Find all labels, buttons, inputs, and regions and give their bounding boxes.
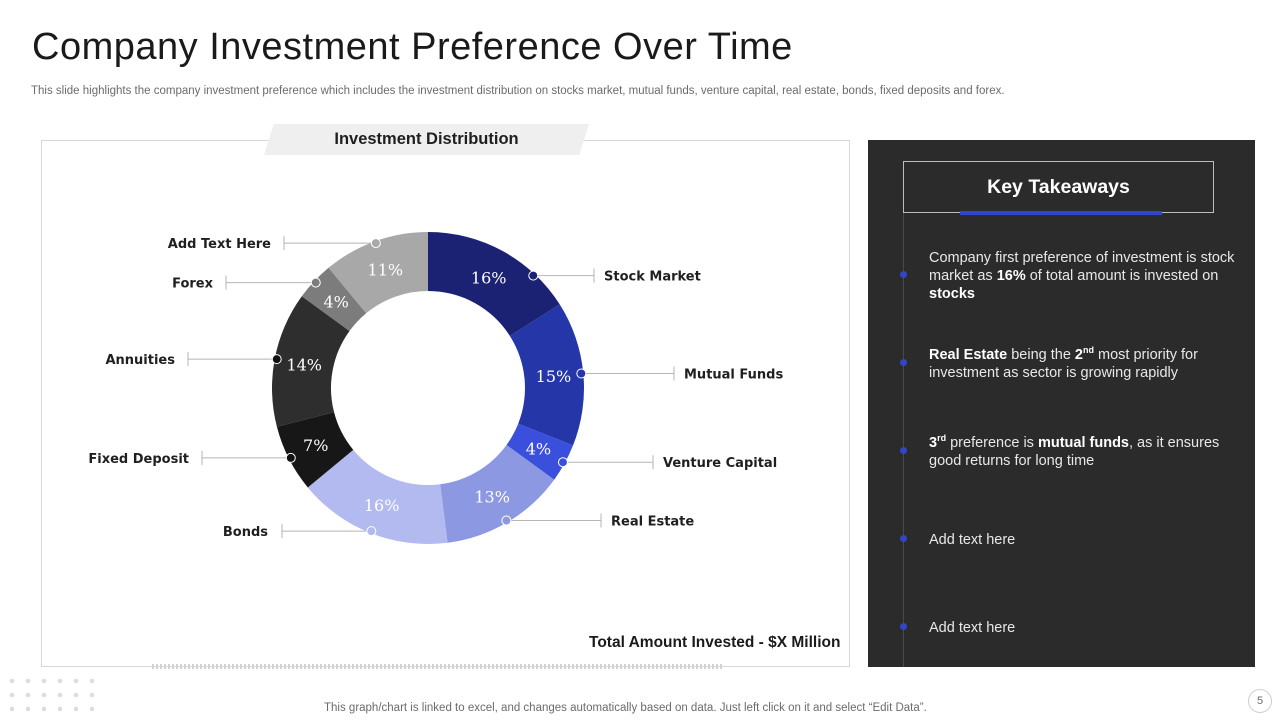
timeline-line: [903, 213, 904, 667]
leader-dot: [528, 270, 539, 281]
key-takeaways-underline: [960, 211, 1162, 215]
slice-value-label: 13%: [474, 487, 510, 506]
donut-slice[interactable]: [506, 423, 574, 480]
leader-dot: [285, 452, 296, 463]
leader-dot: [576, 368, 587, 379]
donut-slice[interactable]: [509, 304, 584, 446]
takeaway-item-4[interactable]: Add text here: [929, 532, 1016, 548]
timeline-dot: [900, 535, 907, 542]
leader-dot: [501, 515, 512, 526]
leader-dot: [271, 354, 282, 365]
key-takeaways-header: Key Takeaways: [903, 161, 1214, 213]
slice-category-label: Real Estate: [611, 515, 694, 530]
takeaway-item-3: 3rd preference is mutual funds, as it en…: [929, 433, 1220, 469]
decorative-hatch: [152, 664, 722, 669]
takeaway-item-2: Real Estate being the 2nd most priority …: [929, 345, 1198, 381]
slice-value-label: 14%: [286, 355, 322, 374]
takeaway-item-5[interactable]: Add text here: [929, 620, 1016, 636]
slice-category-label: Annuities: [105, 353, 175, 368]
decorative-dots: [4, 674, 94, 718]
slice-value-label: 7%: [303, 436, 328, 455]
page-subtitle: This slide highlights the company invest…: [31, 85, 1005, 97]
timeline-dot: [900, 447, 907, 454]
slice-category-label: Venture Capital: [663, 456, 777, 471]
donut-slice[interactable]: [428, 232, 560, 337]
slice-category-label: Stock Market: [604, 270, 701, 285]
donut-slice[interactable]: [440, 445, 555, 543]
page-number: 5: [1248, 689, 1272, 713]
slice-category-label: Fixed Deposit: [88, 452, 189, 467]
key-takeaways-panel: Key Takeaways Company first preference o…: [868, 140, 1255, 667]
donut-slice[interactable]: [328, 232, 428, 314]
slice-category-label: Bonds: [223, 525, 268, 540]
timeline-dot: [900, 271, 907, 278]
leader-dot: [370, 238, 381, 249]
chart-panel: 16% Stock Market 15% Mutual Funds 4% Venture …: [41, 140, 850, 667]
donut-slice[interactable]: [272, 296, 350, 427]
donut-chart[interactable]: 16% Stock Market 15% Mutual Funds 4% Venture …: [42, 141, 851, 668]
total-amount-label: Total Amount Invested - $X Million: [589, 634, 841, 651]
leader-dot: [366, 526, 377, 537]
timeline-dot: [900, 359, 907, 366]
footer-note: This graph/chart is linked to excel, and…: [324, 702, 927, 714]
key-takeaways-title: Key Takeaways: [987, 175, 1130, 198]
takeaway-item-1: Company first preference of investment i…: [929, 250, 1235, 302]
page-title: Company Investment Preference Over Time: [32, 26, 793, 68]
chart-title-banner: Investment Distribution: [264, 124, 589, 155]
slice-category-label: Mutual Funds: [684, 368, 783, 383]
slice-category-label: Forex: [172, 277, 214, 292]
slice-value-label: 15%: [536, 367, 572, 386]
slice-value-label: 4%: [526, 440, 551, 459]
slice-value-label: 16%: [471, 269, 507, 288]
timeline-dot: [900, 623, 907, 630]
leader-dot: [557, 457, 568, 468]
slice-value-label: 16%: [364, 496, 400, 515]
chart-title: Investment Distribution: [334, 130, 519, 148]
donut-slice[interactable]: [276, 412, 354, 488]
donut-slice[interactable]: [307, 449, 448, 544]
slice-category-label: Add Text Here: [168, 237, 271, 252]
leader-dot: [310, 277, 321, 288]
slice-value-label: 4%: [323, 293, 348, 312]
slice-value-label: 11%: [368, 260, 404, 279]
